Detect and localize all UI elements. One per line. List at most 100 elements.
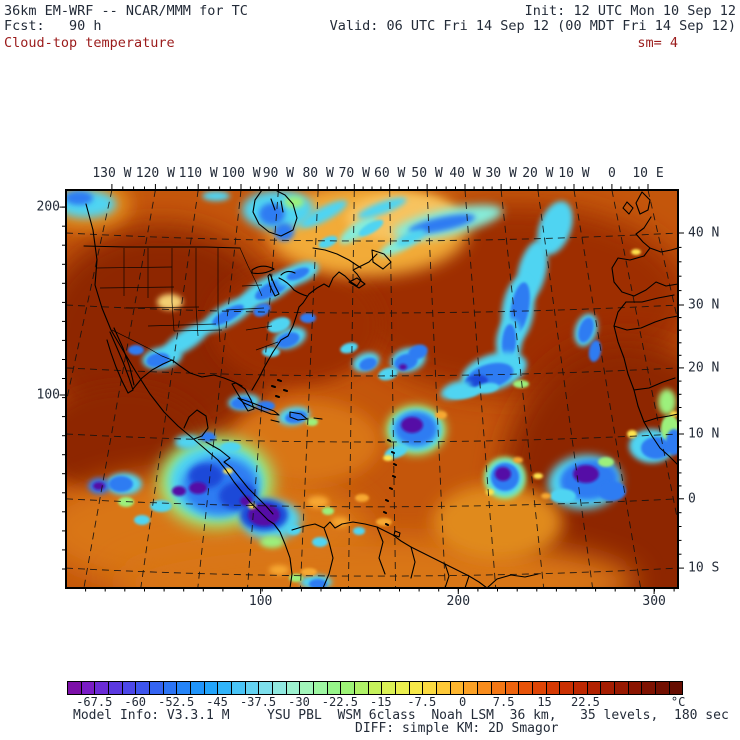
colorbar-cell — [68, 682, 82, 694]
longitude-tick-label: 100 W — [221, 166, 261, 181]
colorbar-cell — [122, 682, 137, 694]
colorbar-cell — [191, 682, 205, 694]
left-axis-grid-labels: 200 100 — [24, 190, 60, 588]
colorbar-cell — [341, 682, 356, 694]
longitude-tick-label: 130 W — [92, 166, 132, 181]
temperature-colorbar — [67, 681, 683, 695]
model-title: 36km EM-WRF -- NCAR/MMM for TC — [4, 3, 248, 19]
colorbar-cell — [464, 682, 479, 694]
init-time: Init: 12 UTC Mon 10 Sep 12 — [524, 3, 736, 19]
valid-time: Valid: 06 UTC Fri 14 Sep 12 (00 MDT Fri … — [329, 18, 736, 34]
longitude-tick-label: 70 W — [338, 166, 370, 181]
colorbar-cell — [259, 682, 274, 694]
colorbar-tick-label: 0 — [459, 695, 467, 709]
grid-x-tick-label: 200 — [446, 594, 471, 609]
longitude-tick-label: 110 W — [178, 166, 218, 181]
colorbar-tick-label: -60 — [124, 695, 147, 709]
grid-y-tick-label: 100 — [36, 387, 60, 403]
state-country-borders — [95, 247, 279, 361]
latitude-tick-label: 10 S — [688, 560, 720, 576]
colorbar-cell — [300, 682, 315, 694]
colorbar-tick-label: 15 — [537, 695, 552, 709]
colorbar-cell — [150, 682, 164, 694]
latitude-tick-label: 40 N — [688, 225, 720, 241]
colorbar-cell — [81, 682, 96, 694]
colorbar-cell — [532, 682, 547, 694]
colorbar-tick-label: -15 — [369, 695, 392, 709]
cloud-top-temperature-map — [59, 184, 684, 594]
forecast-hour: Fcst: 90 h — [4, 18, 102, 34]
latitude-tick-label: 10 N — [688, 426, 720, 442]
colorbar-cell — [437, 682, 451, 694]
grid-y-tick-label: 200 — [36, 199, 60, 215]
model-info-label: Model Info: V3.3.1 M — [73, 708, 230, 723]
colorbar-cell — [286, 682, 301, 694]
longitude-tick-label: 10 E — [632, 166, 664, 181]
colorbar-cell — [163, 682, 178, 694]
top-axis-longitude-labels: 130 W 120 W 110 W 100 W 90 W 80 W 70 W 60 W 50 W… — [66, 166, 678, 181]
longitude-tick-label: 0 — [607, 166, 616, 181]
colorbar-cell — [423, 682, 438, 694]
colorbar-cell — [573, 682, 588, 694]
cloud-features — [66, 190, 678, 588]
latitude-tick-label: 30 N — [688, 297, 720, 313]
colorbar-cell — [505, 682, 520, 694]
colorbar-tick-label: -37.5 — [239, 695, 277, 709]
colorbar-cell — [109, 682, 123, 694]
colorbar-unit-label: °C — [670, 695, 686, 709]
colorbar-cell — [232, 682, 246, 694]
colorbar-cell — [491, 682, 506, 694]
model-config-text: YSU PBL WSM 6class Noah LSM 36 km, 35 le… — [267, 708, 729, 723]
colorbar-cell — [177, 682, 192, 694]
smoothing-label: sm= 4 — [637, 35, 678, 51]
colorbar-scale-labels: -67.5 -60 -52.5 -45 -37.5 -30 -22.5 -15 -7.5 0 7.5… — [67, 695, 685, 709]
coastlines — [83, 190, 678, 588]
colorbar-cell — [204, 682, 219, 694]
colorbar-cell — [382, 682, 397, 694]
diffusion-info-text: DIFF: simple KM: 2D Smagor — [355, 721, 559, 736]
colorbar-cell — [355, 682, 369, 694]
longitude-tick-label: 20 W — [522, 166, 554, 181]
longitude-tick-label: 40 W — [449, 166, 481, 181]
colorbar-cell — [368, 682, 383, 694]
colorbar-cell — [546, 682, 561, 694]
longitude-tick-label: 80 W — [302, 166, 334, 181]
longitude-tick-label: 60 W — [374, 166, 406, 181]
colorbar-cell — [218, 682, 233, 694]
colorbar-cell — [396, 682, 410, 694]
colorbar-cell — [409, 682, 424, 694]
colorbar-cell — [327, 682, 342, 694]
colorbar-tick-label: -67.5 — [76, 695, 113, 709]
map-plot-area — [59, 184, 684, 594]
colorbar-tick-label: -45 — [206, 695, 228, 709]
colorbar-cell — [450, 682, 465, 694]
colorbar-cell — [95, 682, 110, 694]
colorbar-tick-label: 7.5 — [492, 695, 515, 709]
colorbar-cell — [519, 682, 533, 694]
colorbar-cell — [560, 682, 574, 694]
colorbar-tick-label: -52.5 — [158, 695, 195, 709]
longitude-tick-label: 10 W — [558, 166, 590, 181]
bottom-axis-grid-labels: 100 200 300 — [66, 594, 678, 610]
latitude-tick-label: 20 N — [688, 360, 720, 376]
colorbar-cell — [587, 682, 602, 694]
colorbar-tick-label: -30 — [288, 695, 310, 709]
colorbar-cell — [314, 682, 328, 694]
longitude-tick-label: 50 W — [411, 166, 443, 181]
colorbar-cell — [614, 682, 629, 694]
longitude-tick-label: 90 W — [262, 166, 295, 181]
colorbar-cell — [601, 682, 615, 694]
colorbar-cell — [642, 682, 656, 694]
colorbar-tick-label: 22.5 — [571, 695, 600, 709]
colorbar-cell — [478, 682, 492, 694]
longitude-tick-label: 30 W — [485, 166, 517, 181]
colorbar-cell — [628, 682, 643, 694]
map-frame — [65, 189, 679, 589]
right-axis-latitude-labels: 40 N 30 N 20 N 10 N 0 10 S — [688, 190, 736, 588]
latitude-tick-label: 0 — [688, 491, 696, 507]
colorbar-cell — [655, 682, 670, 694]
grid-x-tick-label: 100 — [248, 594, 273, 609]
longitude-tick-label: 120 W — [135, 166, 175, 181]
colorbar-cell — [669, 682, 683, 694]
